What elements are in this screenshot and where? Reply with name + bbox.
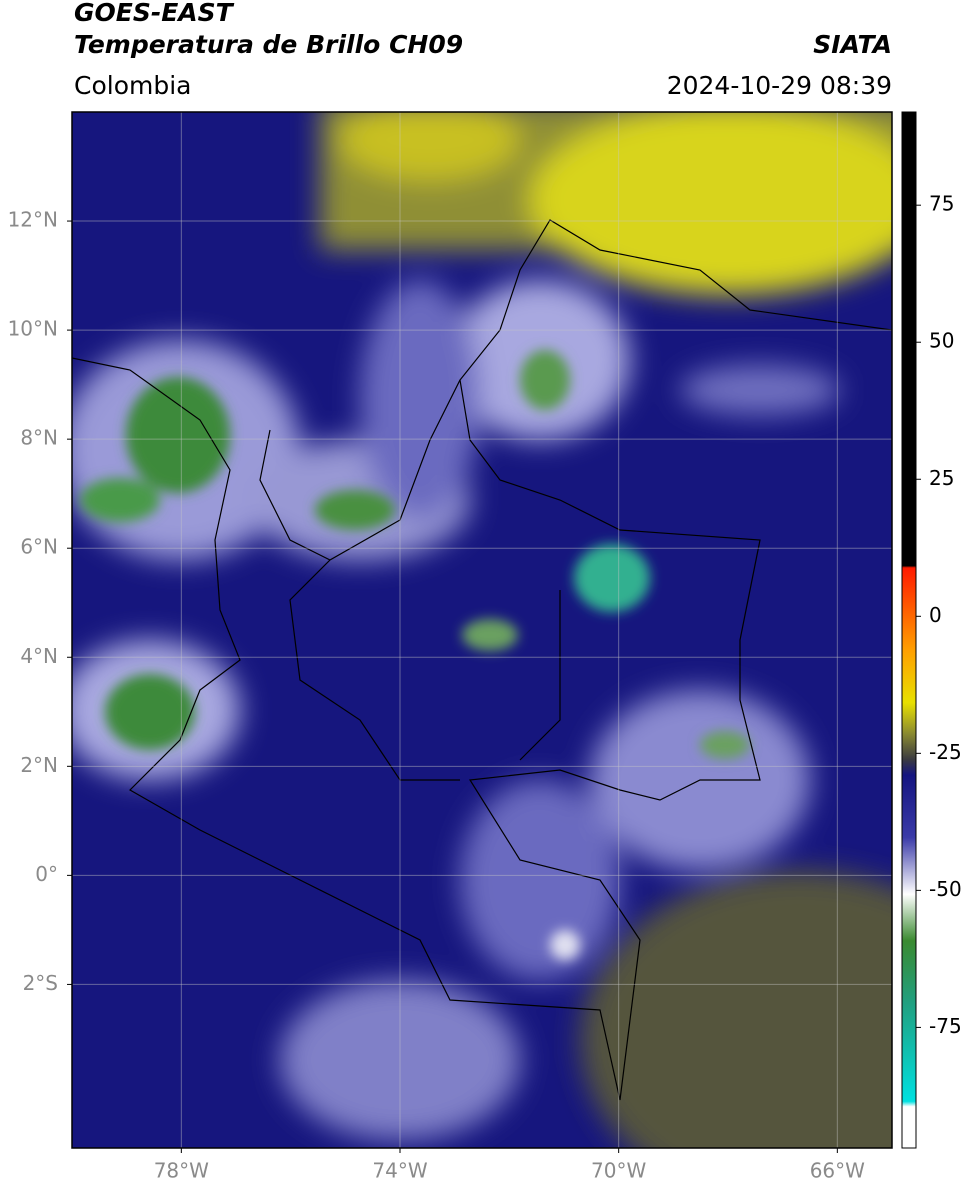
x-tick-label: 66°W	[810, 1159, 865, 1183]
colorbar-tick-label: -50	[929, 877, 962, 901]
y-tick-label: 2°S	[23, 971, 58, 995]
y-tick-label: 12°N	[8, 208, 58, 232]
y-tick-label: 10°N	[8, 317, 58, 341]
y-tick-label: 2°N	[20, 753, 58, 777]
y-tick-label: 8°N	[20, 426, 58, 450]
timestamp: 2024-10-29 08:39	[667, 71, 892, 100]
y-tick-label: 0°	[35, 862, 58, 886]
colorbar-tick-label: 25	[929, 466, 954, 490]
subtitle: Temperatura de Brillo CH09	[74, 30, 463, 59]
colorbar-tick-label: 75	[929, 192, 954, 216]
x-tick-label: 78°W	[154, 1159, 209, 1183]
colorbar-tick-label: -25	[929, 740, 962, 764]
y-tick-label: 4°N	[20, 644, 58, 668]
colorbar-ticks: 75 50 25 0 -25 -50 -75	[916, 192, 962, 1038]
colorbar	[901, 111, 917, 1149]
colorbar-tick-label: -75	[929, 1014, 962, 1038]
satellite-image	[72, 112, 892, 1148]
map-frame	[71, 111, 893, 1149]
x-tick-label: 70°W	[591, 1159, 646, 1183]
grid	[67, 112, 892, 1153]
x-tick-label: 74°W	[372, 1159, 427, 1183]
colorbar-tick-label: 50	[929, 329, 954, 353]
region: Colombia	[74, 71, 191, 100]
source: SIATA	[813, 30, 892, 59]
title: GOES-EAST	[74, 0, 235, 27]
y-tick-label: 6°N	[20, 535, 58, 559]
colorbar-tick-label: 0	[929, 603, 942, 627]
